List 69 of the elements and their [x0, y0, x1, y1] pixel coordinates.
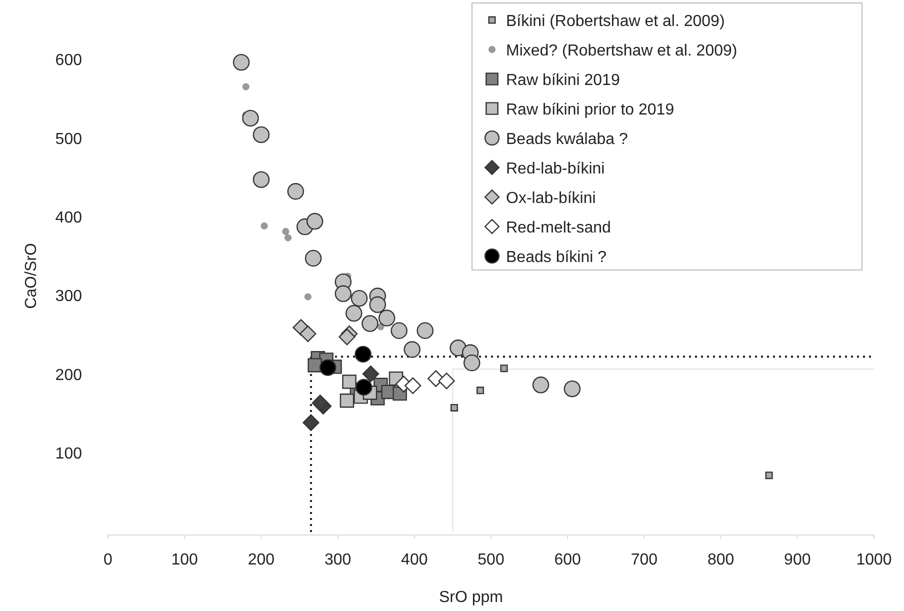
point — [252, 126, 270, 144]
point — [242, 110, 259, 127]
point — [306, 212, 324, 230]
point — [287, 183, 304, 200]
point — [300, 325, 316, 342]
x-tick-label: 300 — [324, 551, 352, 568]
y-tick-label: 200 — [55, 366, 82, 384]
x-tick-label: 600 — [554, 551, 582, 568]
x-tick-label: 900 — [784, 551, 811, 568]
point — [338, 328, 356, 346]
x-axis-title: SrO ppm — [438, 589, 504, 606]
point — [232, 54, 250, 71]
point — [404, 341, 420, 358]
legend-label: Beads kwálaba ? — [506, 131, 628, 148]
x-tick-label: 0 — [104, 551, 113, 568]
point — [438, 372, 455, 390]
point — [350, 290, 368, 307]
x-tick-label: 1000 — [856, 551, 892, 568]
point — [252, 171, 270, 188]
legend-label: Red-melt-sand — [506, 220, 611, 236]
point — [340, 394, 354, 408]
point — [284, 234, 292, 242]
point — [308, 358, 322, 372]
legend-label: Raw bíkini prior to 2019 — [506, 102, 674, 118]
point — [450, 404, 458, 412]
point — [500, 364, 508, 372]
point — [302, 414, 320, 431]
point — [390, 322, 408, 339]
x-tick-label: 100 — [171, 551, 198, 568]
x-tick-label: 200 — [248, 551, 275, 568]
y-axis-title: CaO/SrO — [23, 243, 40, 309]
point — [260, 222, 268, 230]
legend-label: Raw bíkini 2019 — [506, 72, 620, 89]
y-tick-label: 100 — [55, 445, 82, 462]
y-tick-label: 500 — [55, 130, 82, 148]
x-tick-label: 800 — [707, 551, 734, 568]
point — [362, 315, 378, 332]
point — [463, 354, 480, 372]
point — [476, 386, 484, 394]
legend-label: Red-lab-bíkini — [506, 160, 605, 178]
point — [346, 304, 362, 322]
point — [416, 322, 434, 339]
point — [242, 83, 250, 90]
y-tick-label: 400 — [55, 209, 82, 226]
x-tick-label: 700 — [630, 551, 658, 568]
point — [304, 293, 312, 300]
x-tick-label: 400 — [401, 551, 428, 568]
legend-label: Mixed? (Robertshaw et al. 2009) — [506, 42, 738, 60]
point — [404, 377, 422, 394]
point — [564, 380, 581, 398]
legend-label: Bíkini (Robertshaw et al. 2009) — [506, 13, 725, 30]
point — [354, 346, 372, 363]
point — [355, 378, 372, 396]
point — [334, 285, 352, 302]
y-tick-label: 300 — [55, 288, 82, 306]
point — [319, 359, 336, 376]
y-tick-label: 600 — [55, 52, 82, 70]
point — [342, 374, 356, 389]
point — [532, 376, 550, 394]
legend-label: Beads bíkini ? — [506, 249, 607, 266]
point — [369, 296, 386, 314]
point — [304, 250, 322, 267]
legend-label: Ox-lab-bíkini — [506, 190, 596, 207]
point — [378, 310, 396, 326]
point — [312, 394, 329, 412]
point — [362, 366, 380, 382]
x-tick-label: 500 — [478, 551, 504, 568]
point — [282, 228, 290, 236]
point — [765, 472, 773, 480]
